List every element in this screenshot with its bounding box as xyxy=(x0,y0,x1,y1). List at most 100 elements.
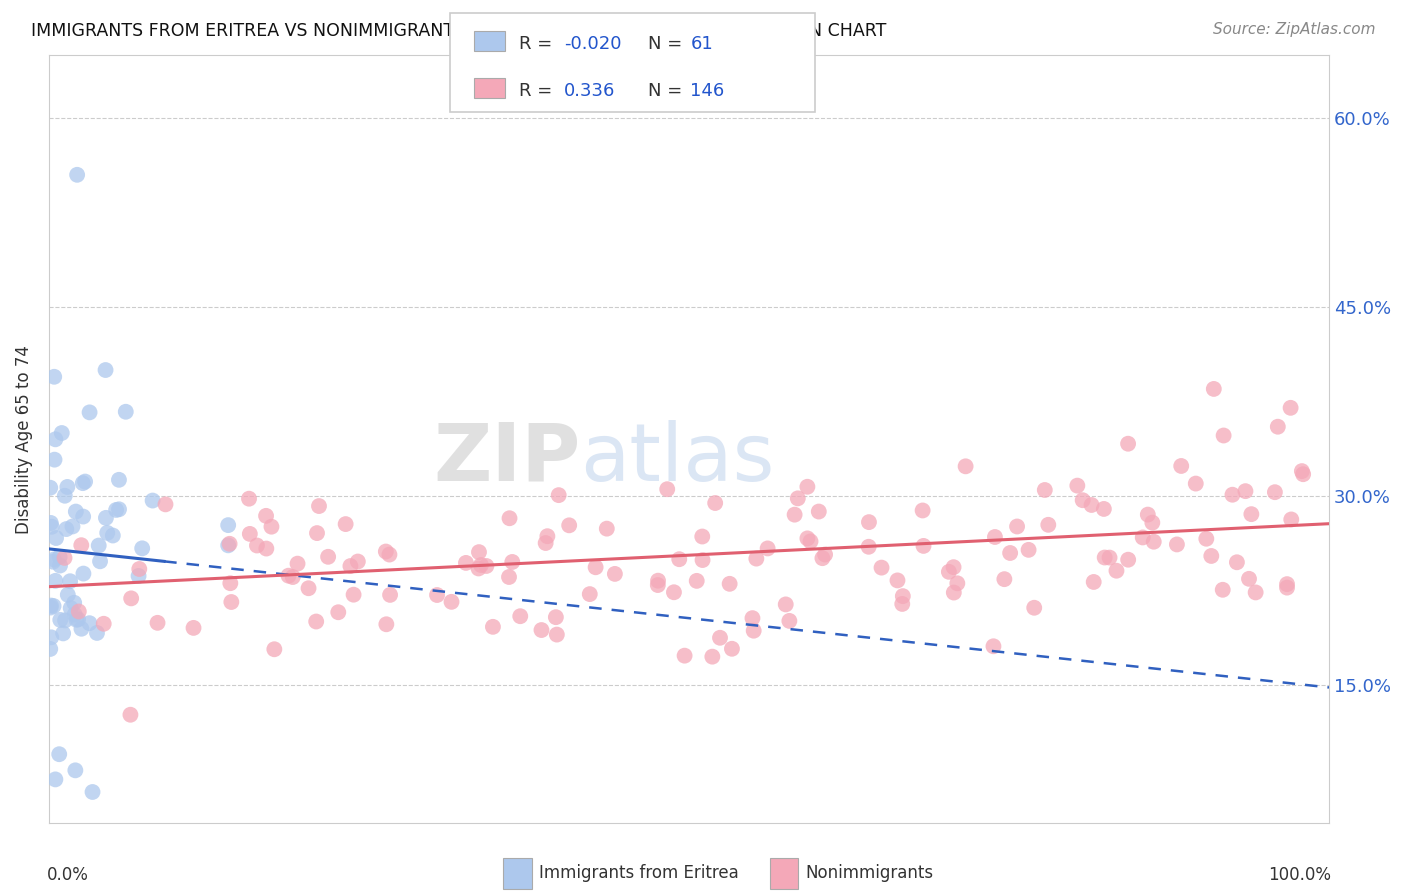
Text: Immigrants from Eritrea: Immigrants from Eritrea xyxy=(540,864,740,882)
Point xyxy=(39,630,62,644)
Point xyxy=(1226,555,1249,569)
Point xyxy=(786,491,808,506)
Text: 61: 61 xyxy=(690,35,713,53)
Point xyxy=(891,597,914,611)
Text: R =: R = xyxy=(519,82,558,100)
Point xyxy=(183,621,205,635)
Point xyxy=(578,587,600,601)
Point xyxy=(39,642,62,657)
Point xyxy=(1195,532,1218,546)
Point xyxy=(75,475,97,489)
Point xyxy=(53,489,76,503)
Point xyxy=(308,499,330,513)
Point xyxy=(94,511,117,525)
Point xyxy=(39,516,62,530)
Point xyxy=(219,576,242,591)
Point xyxy=(993,572,1015,586)
Point xyxy=(498,511,520,525)
Text: 146: 146 xyxy=(690,82,724,100)
Point xyxy=(65,764,87,778)
Text: Nonimmigrants: Nonimmigrants xyxy=(806,864,934,882)
Point xyxy=(778,614,800,628)
Point xyxy=(1234,484,1257,499)
Point xyxy=(1291,464,1313,478)
Point xyxy=(142,493,165,508)
Text: Source: ZipAtlas.com: Source: ZipAtlas.com xyxy=(1212,22,1375,37)
Text: ZIP: ZIP xyxy=(433,419,581,498)
Point xyxy=(328,605,350,619)
Point xyxy=(254,541,277,556)
Point xyxy=(1116,436,1139,450)
FancyBboxPatch shape xyxy=(503,858,531,888)
Point xyxy=(509,609,531,624)
Text: atlas: atlas xyxy=(581,419,775,498)
Point xyxy=(544,610,567,624)
Point xyxy=(281,570,304,584)
Point xyxy=(41,520,63,534)
Point xyxy=(62,519,84,533)
Point xyxy=(146,615,169,630)
Point xyxy=(1237,572,1260,586)
Point xyxy=(239,527,262,541)
Point xyxy=(347,555,370,569)
Point xyxy=(718,577,741,591)
Point xyxy=(690,529,713,543)
Point xyxy=(955,459,977,474)
Point xyxy=(94,363,117,377)
Point xyxy=(39,481,62,495)
Point xyxy=(1212,582,1234,597)
Point xyxy=(858,540,880,554)
Point xyxy=(56,588,79,602)
Point xyxy=(56,480,79,494)
Point xyxy=(82,785,104,799)
Point xyxy=(1132,531,1154,545)
Point xyxy=(254,508,277,523)
Point xyxy=(120,591,142,606)
Point xyxy=(704,496,727,510)
Point xyxy=(912,539,935,553)
Text: IMMIGRANTS FROM ERITREA VS NONIMMIGRANTS DISABILITY AGE 65 TO 74 CORRELATION CHA: IMMIGRANTS FROM ERITREA VS NONIMMIGRANTS… xyxy=(31,22,886,40)
Text: R =: R = xyxy=(519,35,558,53)
Point xyxy=(72,566,94,581)
Point xyxy=(721,641,744,656)
Point xyxy=(42,552,65,566)
Point xyxy=(59,601,82,615)
Point xyxy=(79,405,101,419)
Point xyxy=(89,554,111,568)
Point xyxy=(53,613,76,627)
Point xyxy=(342,588,364,602)
Point xyxy=(378,548,401,562)
Point xyxy=(662,585,685,599)
Point xyxy=(546,627,568,641)
Point xyxy=(1240,507,1263,521)
Point xyxy=(72,476,94,491)
Text: -0.020: -0.020 xyxy=(564,35,621,53)
Point xyxy=(673,648,696,663)
Point xyxy=(120,707,142,722)
Point xyxy=(65,505,87,519)
Point xyxy=(1136,508,1159,522)
Point xyxy=(72,509,94,524)
Y-axis label: Disability Age 65 to 74: Disability Age 65 to 74 xyxy=(15,345,32,533)
Point xyxy=(858,515,880,529)
Point xyxy=(998,546,1021,560)
Point xyxy=(48,747,70,762)
Point xyxy=(745,551,768,566)
Point xyxy=(1080,498,1102,512)
Point xyxy=(783,508,806,522)
Point xyxy=(742,624,765,638)
Point xyxy=(39,599,62,613)
Point xyxy=(547,488,569,502)
Point xyxy=(1105,564,1128,578)
Point xyxy=(426,588,449,602)
Point xyxy=(1267,419,1289,434)
Point xyxy=(799,534,821,549)
Point xyxy=(101,528,124,542)
Point xyxy=(79,616,101,631)
Point xyxy=(814,548,837,562)
Point xyxy=(1066,478,1088,492)
Point xyxy=(96,525,118,540)
Point xyxy=(475,558,498,573)
Point xyxy=(942,585,965,599)
Text: 0.336: 0.336 xyxy=(564,82,616,100)
